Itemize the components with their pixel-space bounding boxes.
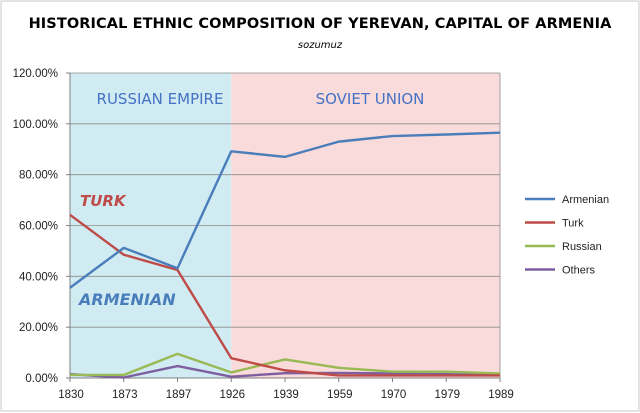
chart-subtitle: sozumuz <box>297 40 343 51</box>
legend-label: Russian <box>562 241 602 253</box>
legend-label: Turk <box>562 218 584 230</box>
x-tick-label: 1979 <box>434 389 460 401</box>
x-tick-label: 1970 <box>381 389 407 401</box>
region-label: SOVIET UNION <box>316 90 425 108</box>
y-tick-label: 120.00% <box>13 68 58 80</box>
legend-label: Others <box>562 265 596 277</box>
annotation-armenian: ARMENIAN <box>77 290 176 309</box>
region-label: RUSSIAN EMPIRE <box>97 90 224 108</box>
y-tick-label: 80.00% <box>19 170 58 182</box>
series-line-armenian <box>69 131 501 289</box>
x-tick-label: 1926 <box>219 389 245 401</box>
series-line-others <box>69 364 501 379</box>
y-tick-label: 20.00% <box>19 322 58 334</box>
series-line-russian <box>70 352 501 377</box>
x-tick-label: 1897 <box>166 389 192 401</box>
y-tick-label: 60.00% <box>19 221 58 233</box>
y-tick-label: 0.00% <box>25 373 58 385</box>
series-line-turk <box>69 213 500 377</box>
annotation-turk: TURK <box>80 192 127 210</box>
x-tick-label: 1959 <box>327 389 353 401</box>
x-tick-label: 1830 <box>58 389 84 401</box>
y-tick-label: 40.00% <box>19 271 58 283</box>
y-tick-label: 100.00% <box>13 119 58 131</box>
x-tick-label: 1989 <box>488 389 514 401</box>
legend-label: Armenian <box>562 194 609 206</box>
x-tick-label: 1939 <box>273 389 299 401</box>
chart-title: HISTORICAL ETHNIC COMPOSITION OF YEREVAN… <box>28 16 612 32</box>
x-tick-label: 1873 <box>112 389 138 401</box>
